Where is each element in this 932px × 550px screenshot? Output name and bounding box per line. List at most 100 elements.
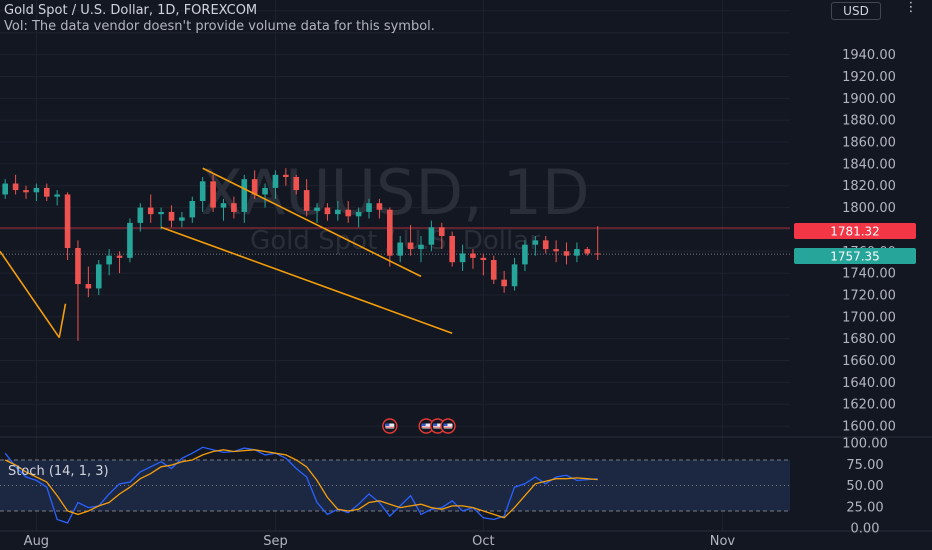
candle-body	[272, 174, 279, 188]
stoch-tick-label: 25.00	[846, 500, 883, 515]
trendline	[58, 303, 67, 338]
candle-body	[158, 211, 164, 215]
name-watermark: Gold Spot / U.S. Dollar	[250, 226, 540, 256]
candle-body	[33, 187, 40, 193]
price-tick-label: 1820.00	[842, 179, 896, 194]
candle-body	[324, 207, 331, 215]
candle-body	[355, 211, 362, 217]
candle-body	[418, 244, 424, 250]
trendline	[0, 250, 60, 339]
time-tick-label: Nov	[710, 534, 736, 549]
candle-body	[335, 209, 341, 215]
candle-body	[127, 222, 133, 258]
price-tick-label: 1880.00	[842, 114, 896, 129]
candlestick-series	[2, 168, 601, 341]
candle-body	[23, 190, 29, 193]
candle-body	[43, 187, 50, 197]
candle-body	[563, 251, 570, 256]
candle-body	[64, 194, 71, 248]
candle-body	[303, 190, 310, 211]
stoch-d-line	[4, 449, 598, 519]
price-axis[interactable]: 1600.00 1620.00 1640.00 1660.00 1680.00 1700.…	[842, 4, 896, 434]
candle-body	[220, 203, 227, 208]
price-tick-label: 1680.00	[842, 332, 896, 347]
candle-body	[490, 260, 497, 280]
candle-body	[147, 207, 154, 215]
flag-canton	[443, 423, 448, 426]
candle-body	[480, 257, 487, 261]
candle-body	[283, 174, 289, 177]
price-tick-label: 1660.00	[842, 354, 896, 369]
price-tick-label: 1620.00	[842, 398, 896, 413]
currency-button[interactable]: USD	[831, 2, 881, 20]
time-tick-label: Sep	[263, 534, 288, 549]
candle-body	[522, 244, 528, 265]
candle-body	[574, 249, 580, 256]
symbol-watermark: XAUUSD, 1D	[200, 156, 589, 229]
candle-body	[387, 209, 393, 256]
candle-body	[54, 194, 60, 197]
candle-body	[594, 253, 601, 255]
chart-title: Gold Spot / U.S. Dollar, 1D, FOREXCOM	[4, 3, 258, 18]
candle-body	[438, 227, 445, 236]
price-tick-label: 1860.00	[842, 136, 896, 151]
candle-body	[542, 240, 549, 250]
candle-body	[345, 209, 352, 217]
price-tick-label: 1720.00	[842, 288, 896, 303]
candle-body	[532, 240, 539, 245]
candle-body	[584, 249, 591, 254]
candle-body	[12, 183, 19, 191]
candle-body	[262, 187, 268, 195]
trendline-drawings[interactable]	[0, 167, 453, 339]
time-tick-label: Aug	[24, 534, 49, 549]
stoch-tick-label: 100.00	[842, 437, 888, 452]
stoch-tick-label: 50.00	[846, 479, 883, 494]
price-tick-label: 1800.00	[842, 201, 896, 216]
current-price-label: 1757.35	[830, 250, 880, 264]
event-markers[interactable]	[382, 418, 456, 434]
price-tick-label: 1920.00	[842, 70, 896, 85]
candle-body	[75, 247, 81, 285]
price-badges: 1781.32 1757.35	[794, 223, 916, 264]
current-price-badge	[794, 248, 916, 264]
trendline	[160, 226, 453, 334]
candle-body	[553, 249, 559, 252]
price-tick-label: 1640.00	[842, 376, 896, 391]
price-tick-label: 1740.00	[842, 267, 896, 282]
indicator-label[interactable]: Stoch (14, 1, 3)	[8, 464, 109, 479]
candle-body	[470, 253, 476, 258]
candle-body	[314, 207, 320, 211]
candle-body	[231, 203, 237, 212]
flag-canton	[433, 423, 438, 426]
candle-body	[199, 181, 206, 202]
time-axis[interactable]: Aug Sep Oct Nov	[24, 534, 736, 549]
time-tick-label: Oct	[472, 534, 494, 549]
price-tick-label: 1600.00	[842, 420, 896, 435]
candle-body	[116, 255, 123, 258]
candle-body	[501, 279, 507, 287]
candle-body	[179, 217, 185, 221]
candle-body	[407, 242, 414, 250]
candle-body	[459, 253, 466, 263]
price-tick-label: 1900.00	[842, 92, 896, 107]
stochastic-lines	[4, 446, 598, 524]
candle-body	[449, 235, 455, 263]
candle-body	[106, 255, 112, 265]
more-options-icon[interactable]: ⋮	[904, 0, 918, 15]
stoch-axis: 100.00 75.00 50.00 25.00 0.00	[842, 437, 888, 537]
price-tick-label: 1840.00	[842, 157, 896, 172]
candle-body	[168, 211, 175, 221]
flag-canton	[385, 423, 390, 426]
stoch-k-line	[4, 446, 598, 524]
stoch-tick-label: 75.00	[846, 458, 883, 473]
candle-body	[189, 201, 196, 218]
candle-body	[366, 203, 372, 212]
candle-body	[428, 227, 435, 245]
candle-body	[95, 264, 102, 289]
trendline	[202, 167, 422, 278]
candle-body	[251, 179, 258, 195]
candle-body	[2, 183, 8, 195]
candle-body	[376, 203, 383, 210]
